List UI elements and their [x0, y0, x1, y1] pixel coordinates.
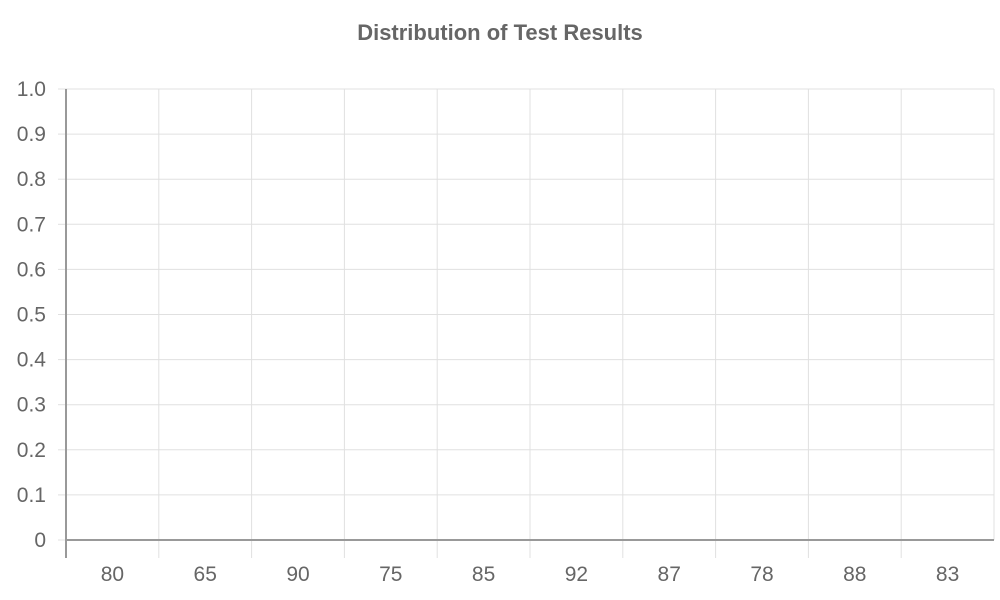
y-tick-label: 0.9 [17, 123, 46, 146]
y-tick-label: 0.1 [17, 484, 46, 507]
labels-layer: 0 0.1 0.2 0.3 0.4 0.5 0.6 0.7 0.8 0.9 1.0 80 65 90 75 8… [17, 78, 959, 586]
x-tick-label: 87 [658, 563, 681, 586]
y-tick-label: 1.0 [17, 78, 46, 101]
y-tick-label: 0.7 [17, 213, 46, 236]
y-tick-label: 0.5 [17, 304, 46, 327]
chart-title: Distribution of Test Results [357, 20, 643, 45]
x-tick-label: 75 [379, 563, 402, 586]
y-tick-label: 0.8 [17, 168, 46, 191]
x-tick-label: 83 [936, 563, 959, 586]
axis-layer [65, 89, 994, 558]
x-tick-label: 85 [472, 563, 495, 586]
y-tick-label: 0.6 [17, 258, 46, 281]
y-tick-label: 0.4 [17, 349, 47, 372]
x-tick-label: 88 [843, 563, 866, 586]
grid-layer [58, 88, 995, 558]
x-tick-label: 92 [565, 563, 588, 586]
y-tick-label: 0 [34, 529, 46, 552]
y-tick-label: 0.3 [17, 394, 46, 417]
x-tick-label: 78 [750, 563, 773, 586]
y-tick-label: 0.2 [17, 439, 46, 462]
x-tick-label: 90 [286, 563, 309, 586]
x-tick-label: 80 [101, 563, 124, 586]
x-tick-label: 65 [194, 563, 217, 586]
